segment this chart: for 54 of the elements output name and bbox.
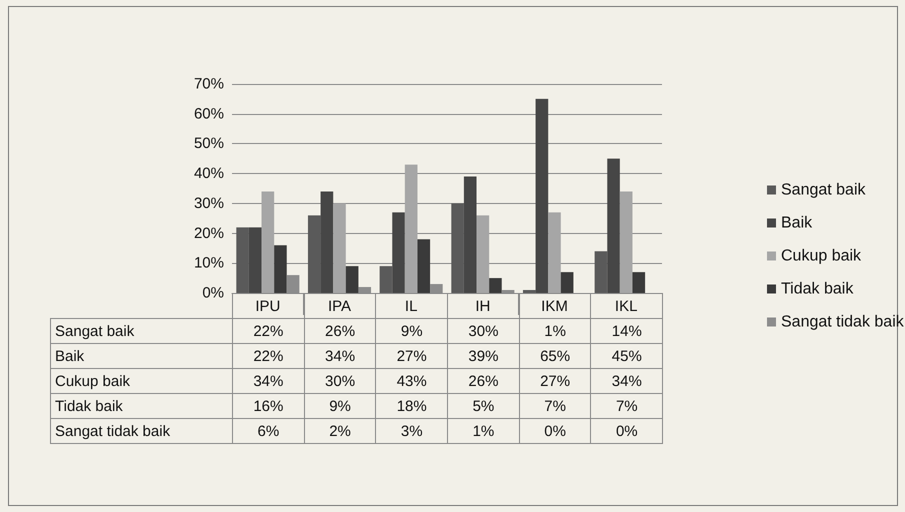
x-tick-label: IL: [404, 298, 418, 315]
data-label: 34%: [590, 368, 663, 394]
data-label: 2%: [304, 418, 376, 444]
data-label: 9%: [304, 394, 376, 418]
x-tick-label: IPU: [255, 298, 280, 315]
data-label: 7%: [519, 394, 591, 418]
data-label: 14%: [590, 318, 663, 344]
y-tick-label: 30%: [194, 194, 224, 212]
data-label: 26%: [304, 318, 376, 344]
x-tick-label: IH: [475, 298, 490, 315]
data-label: 1%: [519, 318, 591, 344]
x-tick-label: IKL: [614, 298, 638, 315]
data-label: 18%: [376, 394, 448, 418]
y-tick-label: 50%: [194, 135, 224, 152]
data-label: 26%: [448, 368, 520, 394]
text: Cukup baik: [55, 372, 130, 390]
data-label: 34%: [232, 368, 304, 394]
data-label: 5%: [448, 394, 520, 418]
data-label: 27%: [519, 368, 591, 394]
data-label: 7%: [590, 394, 663, 418]
data-label: 9%: [376, 318, 448, 344]
legend-label: Sangat tidak baik: [781, 314, 905, 330]
y-tick-label: 10%: [194, 254, 224, 272]
data-label: 30%: [304, 368, 376, 394]
data-label: 0%: [590, 418, 663, 444]
data-label: 30%: [448, 318, 520, 344]
legend-label: Tidak baik: [781, 280, 854, 298]
text: Tidak baik: [55, 398, 123, 414]
data-label: 6%: [232, 418, 304, 444]
text: Baik: [55, 348, 84, 364]
legend-label: Sangat baik: [781, 182, 867, 198]
data-label: 1%: [448, 418, 520, 444]
data-label: 3%: [376, 418, 448, 444]
data-label: 0%: [519, 418, 591, 444]
legend-label: Baik: [781, 214, 814, 232]
data-label: 27%: [376, 344, 448, 368]
data-label: 22%: [232, 344, 304, 368]
legend-label: Cukup baik: [781, 248, 862, 264]
x-tick-label: IPA: [328, 298, 352, 315]
text: Sangat tidak baik: [55, 422, 170, 440]
data-label: 16%: [232, 394, 304, 418]
text: Sangat baik: [55, 322, 134, 340]
data-label: 43%: [376, 368, 448, 394]
y-tick-label: 20%: [194, 224, 224, 242]
y-tick-label: 0%: [202, 284, 224, 302]
y-tick-label: 70%: [194, 76, 224, 92]
data-label: 22%: [232, 318, 304, 344]
x-tick-label: IKM: [541, 298, 568, 315]
data-label: 45%: [590, 344, 663, 368]
y-tick-label: 40%: [194, 165, 224, 182]
data-label: 34%: [304, 344, 376, 368]
y-tick-label: 60%: [194, 105, 224, 122]
data-label: 65%: [519, 344, 591, 368]
data-label: 39%: [448, 344, 520, 368]
